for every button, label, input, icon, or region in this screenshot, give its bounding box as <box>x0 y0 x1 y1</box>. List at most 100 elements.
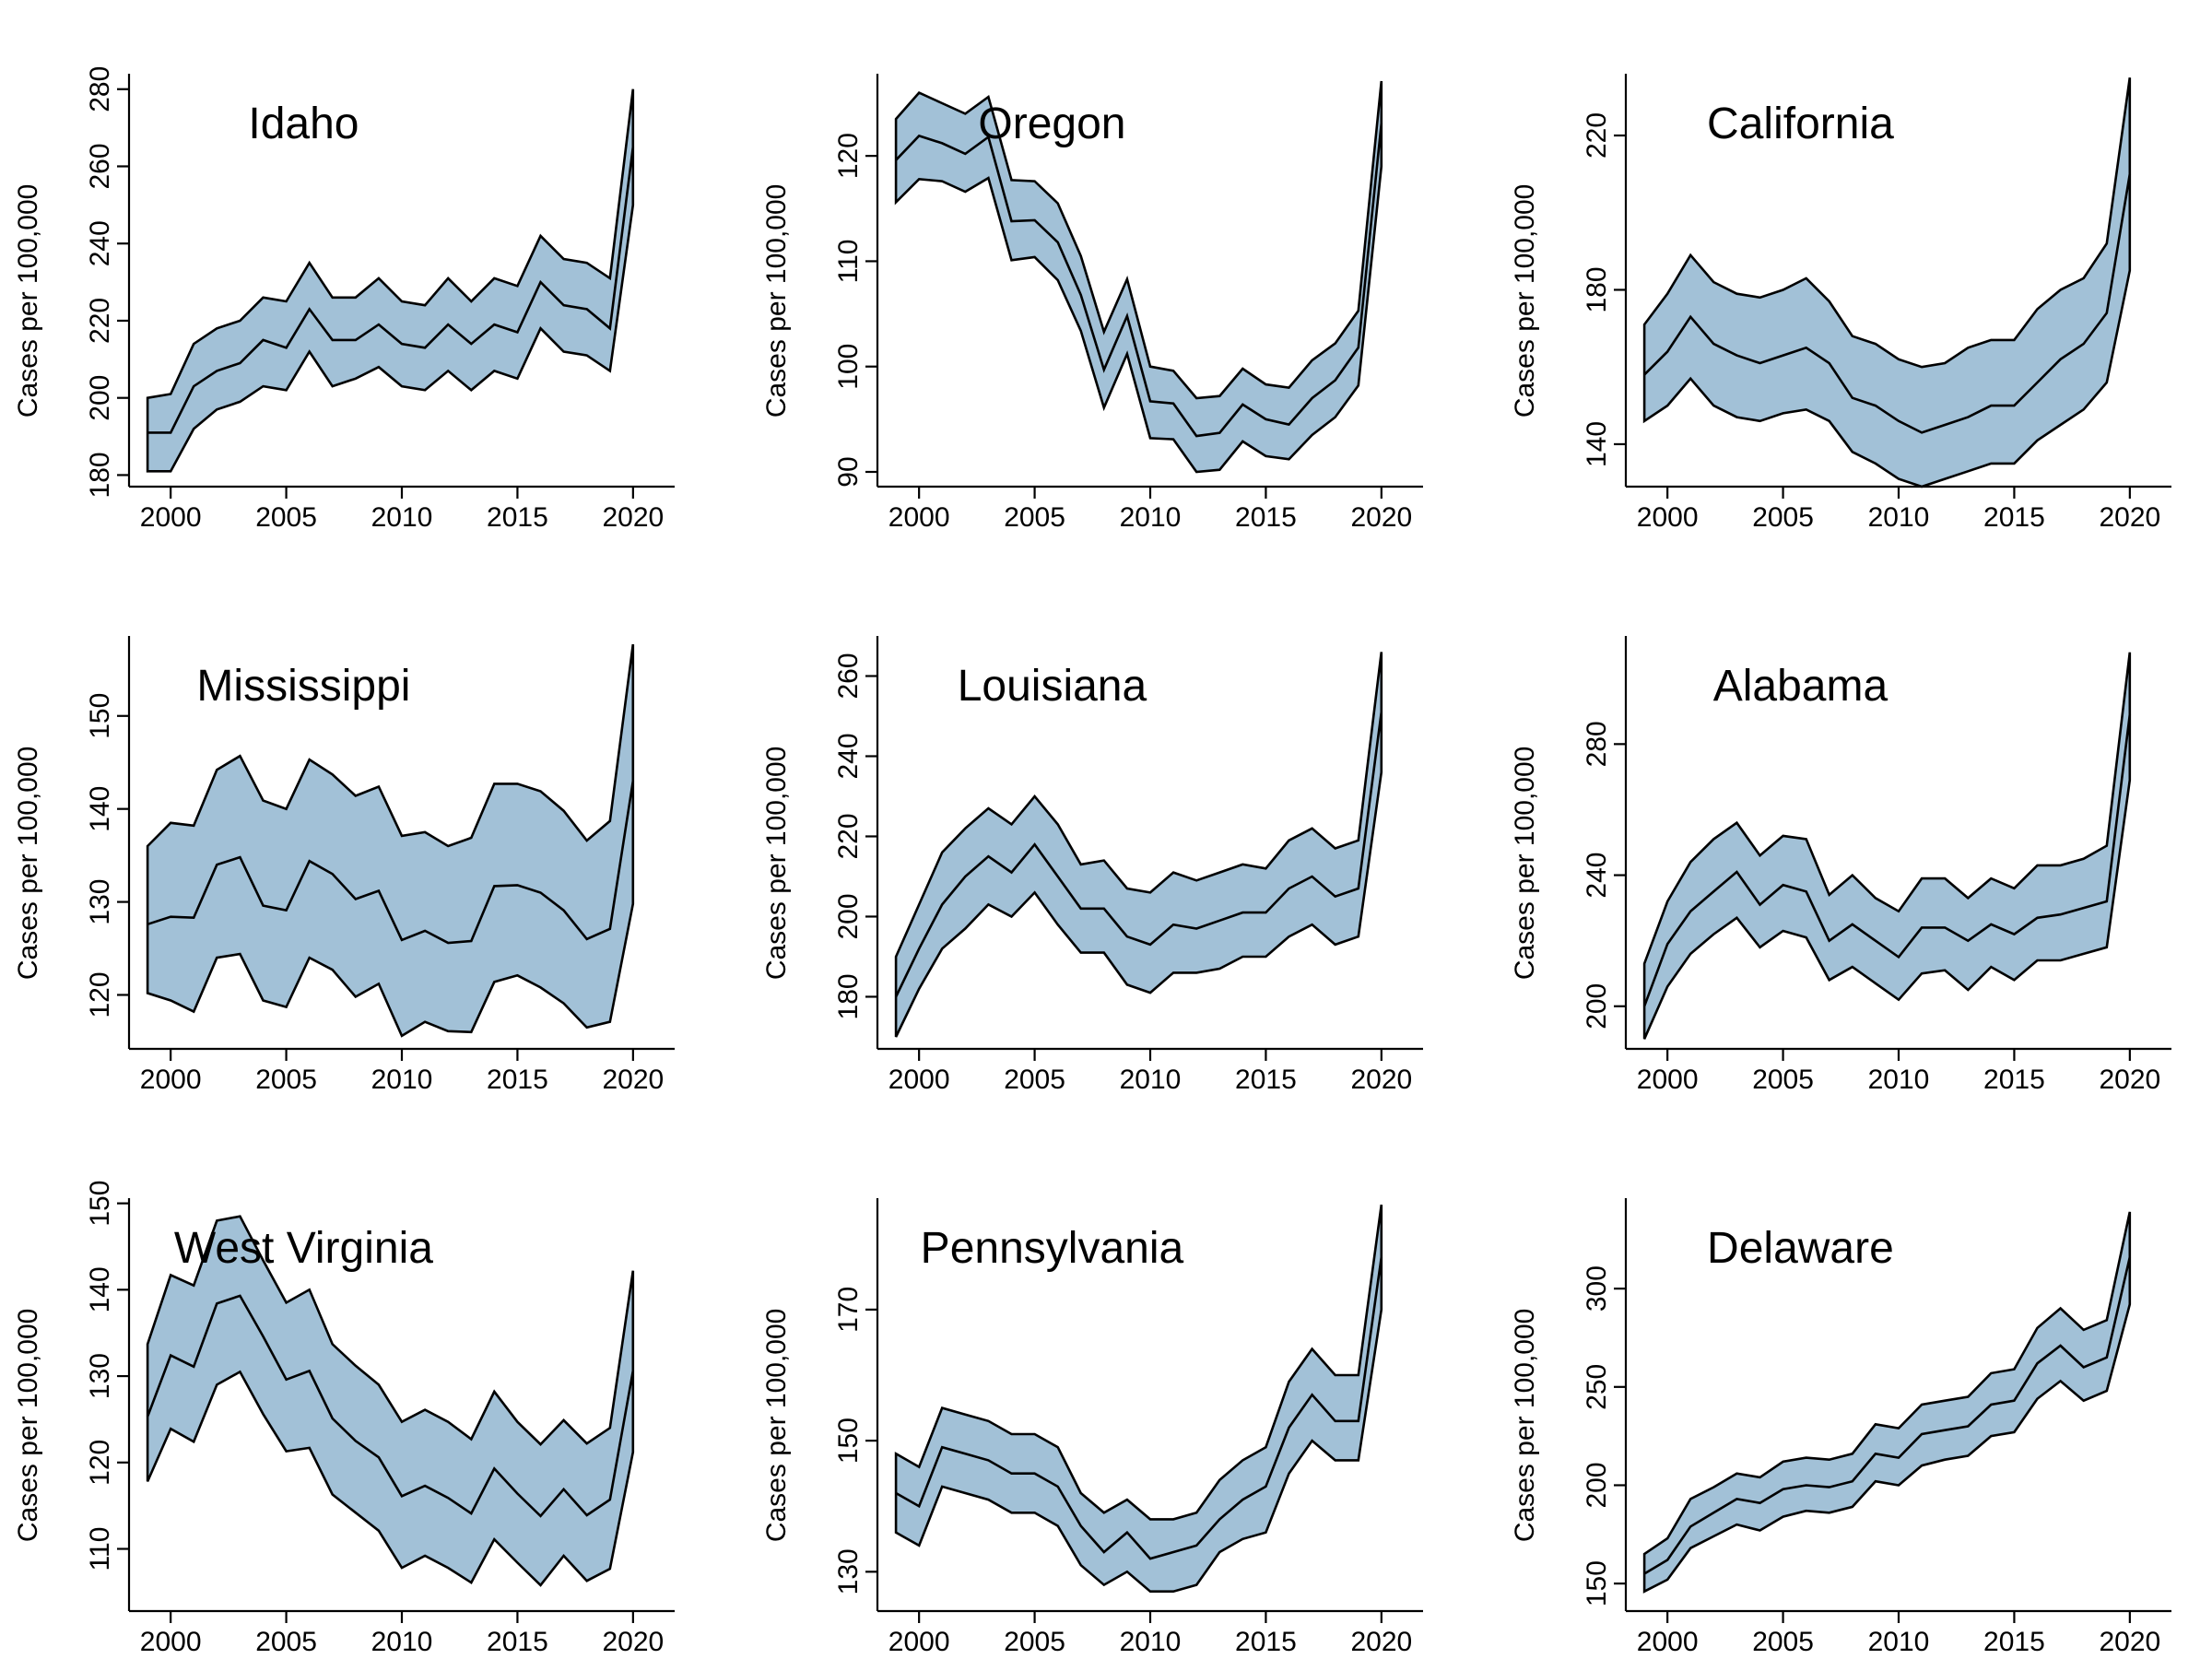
y-axis-label: Cases per 100,000 <box>13 747 43 981</box>
panel-mississippi: 2000 2005 2010 2015 2020 120 130 140 150 Cases pe… <box>13 636 675 1095</box>
x-tick-label: 2015 <box>1983 1627 2045 1657</box>
x-tick-label: 2010 <box>1120 1627 1182 1657</box>
x-tick-label: 2015 <box>487 1627 548 1657</box>
x-tick-label: 2015 <box>487 1065 548 1095</box>
panel-title: California <box>1707 100 1894 148</box>
confidence-band <box>894 80 1383 474</box>
y-axis-label: Cases per 100,000 <box>1510 747 1540 981</box>
x-tick-label: 2005 <box>255 502 317 533</box>
x-tick-label: 2005 <box>1752 1627 1814 1657</box>
panel-title: West Virginia <box>174 1224 433 1273</box>
x-tick-label: 2020 <box>602 502 664 533</box>
y-tick-label: 200 <box>1582 983 1612 1030</box>
y-tick-label: 120 <box>833 133 864 179</box>
y-tick-label: 140 <box>85 786 115 832</box>
estimate-line <box>147 781 635 945</box>
x-tick-label: 2000 <box>888 1627 950 1657</box>
y-tick-label: 200 <box>85 375 115 421</box>
y-tick-label: 170 <box>833 1287 864 1333</box>
estimate-line <box>895 1256 1383 1560</box>
x-tick-label: 2005 <box>1752 502 1814 533</box>
estimate-line <box>146 1294 635 1518</box>
y-tick-label: 220 <box>85 298 115 344</box>
y-tick-label: 150 <box>833 1418 864 1464</box>
x-tick-label: 2010 <box>1868 502 1930 533</box>
estimate-line <box>147 147 635 434</box>
x-tick-label: 2005 <box>1004 502 1065 533</box>
x-tick-label: 2005 <box>255 1627 317 1657</box>
panel-delaware: 2000 2005 2010 2015 2020 150 200 250 300 Cases pe… <box>1510 1198 2171 1657</box>
confidence-band <box>146 643 635 1038</box>
confidence-band <box>894 1204 1383 1593</box>
panel-alabama: 2000 2005 2010 2015 2020 200 240 280 Cases per 1… <box>1510 636 2171 1095</box>
y-axis-label: Cases per 100,000 <box>761 1309 792 1543</box>
estimate-line <box>1643 1256 2132 1575</box>
panel-title: Louisiana <box>958 662 1147 711</box>
panel-oregon: 2000 2005 2010 2015 2020 90 100 110 120 Cases per… <box>761 74 1423 533</box>
y-tick-label: 300 <box>1582 1265 1612 1312</box>
y-axis-label: Cases per 100,000 <box>761 747 792 981</box>
x-tick-label: 2015 <box>1983 1065 2045 1095</box>
confidence-band <box>146 1215 635 1587</box>
y-axis-label: Cases per 100,000 <box>1510 184 1540 418</box>
x-tick-label: 2010 <box>1120 502 1182 533</box>
x-tick-label: 2015 <box>1235 502 1297 533</box>
panel-title: Delaware <box>1707 1224 1894 1273</box>
y-tick-label: 260 <box>833 653 864 699</box>
x-tick-label: 2010 <box>371 1627 433 1657</box>
panel-idaho: 2000 2005 2010 2015 2020 180 200 220 240 260 280 Ca… <box>13 66 675 533</box>
y-tick-label: 150 <box>1582 1560 1612 1606</box>
y-tick-label: 110 <box>833 240 864 284</box>
x-tick-label: 2000 <box>140 502 202 533</box>
y-tick-label: 180 <box>1582 266 1612 312</box>
y-tick-label: 150 <box>85 1181 115 1227</box>
x-tick-label: 2020 <box>602 1065 664 1095</box>
estimate-line <box>1642 714 2132 1007</box>
y-tick-label: 220 <box>1582 112 1612 159</box>
y-tick-label: 110 <box>85 1527 115 1571</box>
panel-title: Pennsylvania <box>921 1224 1184 1273</box>
panel-louisiana: 2000 2005 2010 2015 2020 180 200 220 240 260 Cases… <box>761 636 1423 1095</box>
y-tick-label: 200 <box>1582 1462 1612 1508</box>
panel-title: Idaho <box>248 100 359 148</box>
y-tick-label: 140 <box>1582 421 1612 467</box>
estimate-line <box>895 123 1383 438</box>
x-tick-label: 2010 <box>1868 1627 1930 1657</box>
y-tick-label: 140 <box>85 1266 115 1312</box>
x-tick-label: 2020 <box>1350 1065 1412 1095</box>
y-tick-label: 240 <box>833 733 864 779</box>
x-tick-label: 2000 <box>888 502 950 533</box>
y-tick-label: 260 <box>85 143 115 189</box>
panel-california: 2000 2005 2010 2015 2020 140 180 220 Cases per 1… <box>1510 74 2171 533</box>
confidence-band <box>1642 77 2132 488</box>
y-tick-label: 280 <box>1582 721 1612 767</box>
x-tick-label: 2020 <box>602 1627 664 1657</box>
y-tick-label: 280 <box>85 66 115 112</box>
x-tick-label: 2015 <box>487 502 548 533</box>
panel-west-virginia: 2000 2005 2010 2015 2020 110 120 130 140 150 Cases… <box>13 1181 675 1657</box>
confidence-band <box>1642 1211 2132 1594</box>
y-tick-label: 220 <box>833 813 864 859</box>
x-tick-label: 2015 <box>1235 1065 1297 1095</box>
panel-title: Alabama <box>1713 662 1888 711</box>
x-tick-label: 2010 <box>371 502 433 533</box>
panel-title: Mississippi <box>196 662 410 711</box>
x-tick-label: 2005 <box>1004 1065 1065 1095</box>
y-axis-label: Cases per 100,000 <box>761 184 792 418</box>
x-tick-label: 2005 <box>1752 1065 1814 1095</box>
x-tick-label: 2000 <box>1637 502 1699 533</box>
x-tick-label: 2020 <box>2099 1065 2160 1095</box>
x-tick-label: 2020 <box>1350 502 1412 533</box>
y-tick-label: 130 <box>833 1548 864 1594</box>
y-tick-label: 180 <box>833 973 864 1019</box>
x-tick-label: 2000 <box>1637 1627 1699 1657</box>
x-tick-label: 2020 <box>2099 502 2160 533</box>
y-tick-label: 120 <box>85 971 115 1018</box>
y-tick-label: 90 <box>833 456 864 487</box>
y-tick-label: 150 <box>85 693 115 739</box>
y-axis-label: Cases per 100,000 <box>1510 1309 1540 1543</box>
confidence-band <box>894 652 1383 1038</box>
y-tick-label: 200 <box>833 893 864 939</box>
x-tick-label: 2000 <box>1637 1065 1699 1095</box>
